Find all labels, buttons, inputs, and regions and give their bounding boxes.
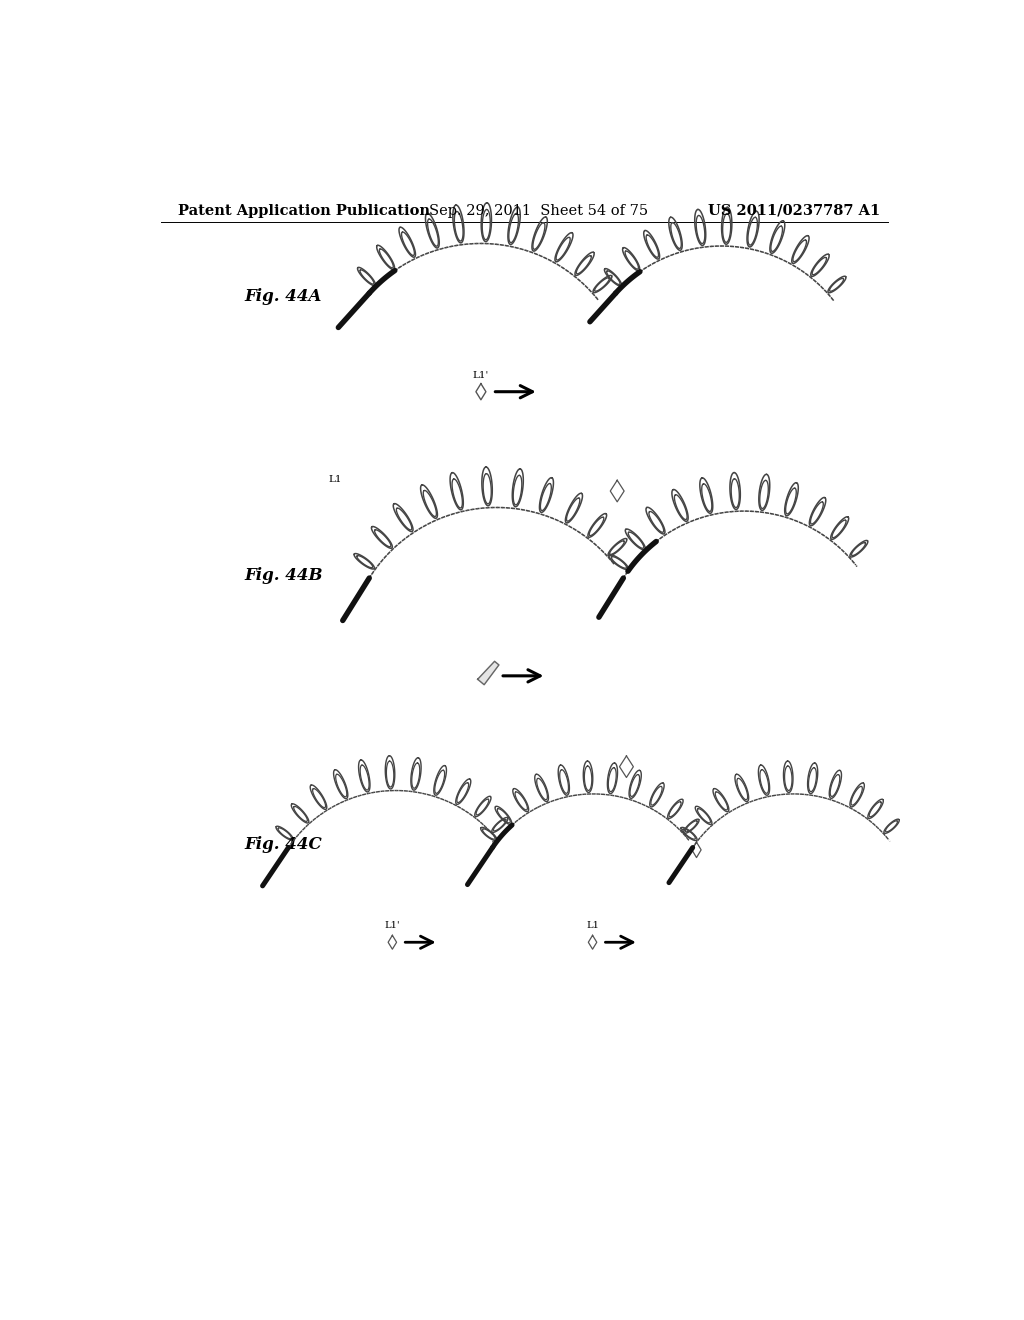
Text: L1': L1' <box>473 371 489 380</box>
Polygon shape <box>477 661 499 685</box>
Text: Fig. 44B: Fig. 44B <box>245 566 323 583</box>
Text: Fig. 44A: Fig. 44A <box>245 288 322 305</box>
Text: Patent Application Publication: Patent Application Publication <box>178 203 430 218</box>
Text: L1: L1 <box>586 921 599 931</box>
Text: 5': 5' <box>490 841 499 850</box>
Text: Sep. 29, 2011  Sheet 54 of 75: Sep. 29, 2011 Sheet 54 of 75 <box>429 203 648 218</box>
Text: L1: L1 <box>329 475 342 484</box>
Text: Fig. 44C: Fig. 44C <box>245 836 323 853</box>
Text: L1': L1' <box>385 921 400 931</box>
Text: US 2011/0237787 A1: US 2011/0237787 A1 <box>708 203 881 218</box>
